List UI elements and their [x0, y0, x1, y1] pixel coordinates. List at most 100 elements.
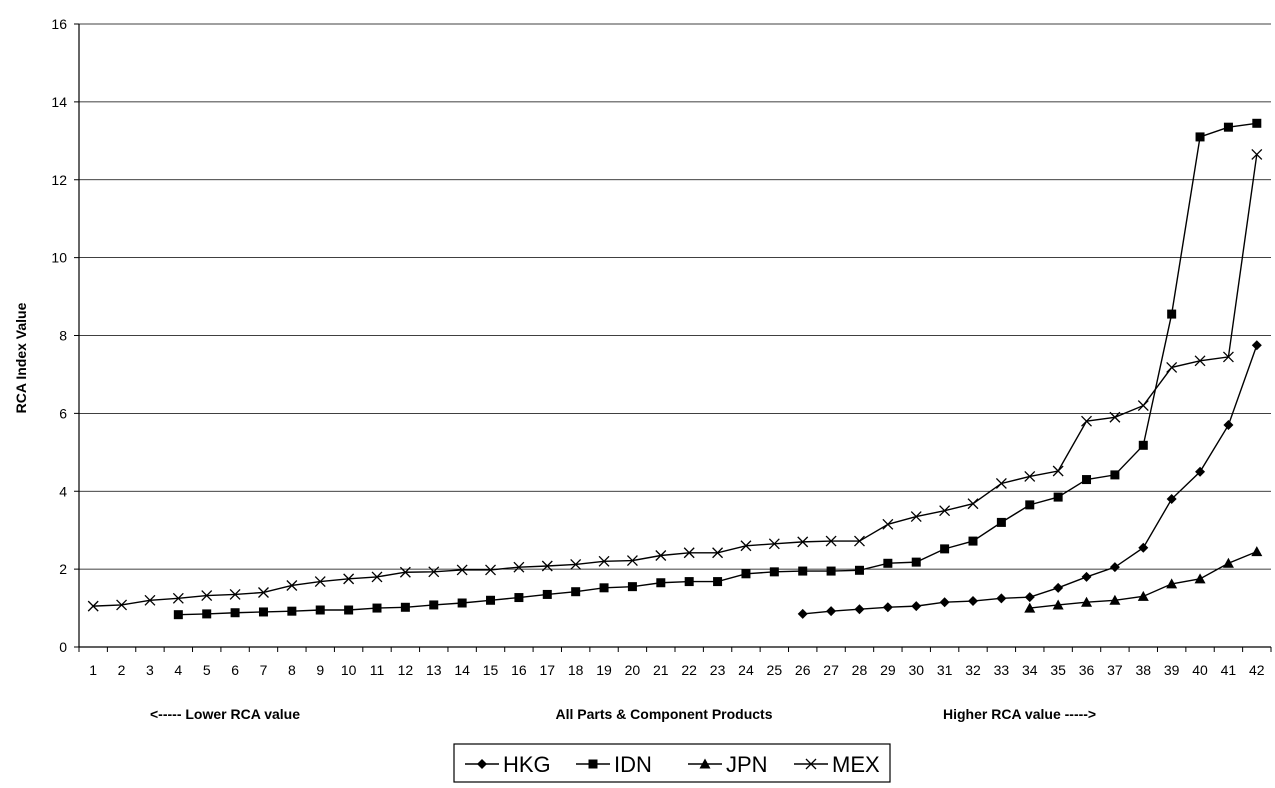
idn-point: [1053, 492, 1063, 502]
gridlines: [79, 23, 1271, 570]
idn-point: [713, 577, 723, 587]
x-tick-label: 29: [880, 662, 896, 678]
idn-point: [258, 607, 268, 617]
x-tick-label: 1: [89, 662, 97, 678]
x-tick-label: 17: [539, 662, 555, 678]
x-tick-label: 12: [398, 662, 414, 678]
idn-point: [1110, 470, 1120, 480]
idn-point: [514, 593, 524, 603]
x-tick-label: 34: [1022, 662, 1038, 678]
mex-point: [485, 564, 496, 576]
x-tick-label: 39: [1164, 662, 1180, 678]
idn-point: [571, 587, 581, 597]
mex-point: [825, 535, 837, 547]
mex-point: [1251, 148, 1263, 160]
mex-point: [87, 600, 99, 612]
x-tick-label: 7: [260, 662, 268, 678]
mex-point: [1222, 351, 1234, 363]
x-tick-label: 9: [316, 662, 324, 678]
x-tick-label: 15: [483, 662, 499, 678]
x-tick-label: 24: [738, 662, 754, 678]
x-tick-label: 41: [1221, 662, 1237, 678]
hkg-point: [1223, 420, 1234, 431]
idn-point: [202, 609, 212, 619]
idn-point: [230, 608, 240, 618]
mex-point: [1166, 361, 1178, 373]
idn-point: [911, 557, 921, 567]
x-tick-label: 42: [1249, 662, 1265, 678]
y-tick-label: 0: [59, 639, 67, 655]
legend-marker-triangle: [699, 758, 711, 769]
idn-point: [599, 583, 609, 593]
series-jpn: [1024, 546, 1263, 613]
y-tick-label: 2: [59, 561, 67, 577]
mex-point: [1081, 415, 1092, 427]
x-tick-label: 4: [174, 662, 182, 678]
hkg-point: [826, 606, 837, 617]
jpn-point: [1222, 557, 1234, 568]
x-tick-label: 31: [937, 662, 953, 678]
idn-point: [542, 589, 552, 599]
y-tick-labels: 0 2 4 6 8 10 12 14 16: [51, 16, 67, 655]
x-tick-label: 28: [852, 662, 868, 678]
idn-point: [854, 565, 864, 575]
mex-point: [144, 594, 156, 606]
idn-point: [627, 582, 637, 592]
y-tick-label: 16: [51, 16, 67, 32]
hkg-point: [882, 602, 893, 613]
x-tick-label: 19: [596, 662, 612, 678]
x-tick-label: 21: [653, 662, 669, 678]
mex-point: [1109, 411, 1121, 423]
x-tick-label: 16: [511, 662, 527, 678]
mex-point: [740, 540, 752, 552]
x-tick-label: 3: [146, 662, 154, 678]
mex-point: [939, 505, 951, 517]
mex-point: [570, 558, 582, 570]
y-tick-label: 12: [51, 172, 67, 188]
mex-point: [1137, 400, 1149, 412]
y-tick-label: 10: [51, 250, 67, 266]
mex-point: [371, 571, 383, 583]
x-tick-label: 26: [795, 662, 811, 678]
idn-point: [826, 566, 836, 576]
mex-point: [768, 538, 780, 550]
jpn-point: [1081, 596, 1093, 607]
idn-point: [968, 536, 978, 546]
x-tick-label: 14: [454, 662, 470, 678]
x-tick-label: 27: [823, 662, 839, 678]
mex-point: [655, 550, 667, 561]
y-axis-title: RCA Index Value: [13, 302, 29, 413]
x-tick-label: 33: [994, 662, 1010, 678]
x-tick-label: 18: [568, 662, 584, 678]
caption-lower-rca: <----- Lower RCA value: [150, 706, 300, 722]
idn-point: [1223, 122, 1233, 132]
idn-point: [173, 610, 183, 620]
jpn-point: [1251, 546, 1263, 557]
legend-box: [453, 743, 891, 783]
caption-all-parts: All Parts & Component Products: [555, 706, 772, 722]
idn-point: [769, 567, 779, 577]
jpn-point: [1194, 573, 1206, 584]
idn-point: [372, 603, 382, 613]
hkg-point: [854, 604, 865, 615]
mex-point: [201, 590, 213, 602]
idn-point: [684, 577, 694, 587]
legend-label-mex: MEX: [832, 752, 880, 777]
legend-marker-x: [805, 758, 817, 770]
legend-label-idn: IDN: [614, 752, 652, 777]
series-lines: [87, 118, 1263, 620]
x-tick-label: 38: [1135, 662, 1151, 678]
hkg-point: [1109, 562, 1120, 573]
series-mex: [87, 148, 1263, 612]
jpn-point: [1166, 578, 1178, 589]
mex-point: [910, 511, 922, 523]
idn-point: [996, 517, 1006, 527]
idn-point: [940, 544, 950, 554]
mex-point: [882, 518, 894, 530]
mex-point: [995, 478, 1007, 489]
idn-point: [883, 558, 893, 568]
y-tick-label: 4: [59, 483, 67, 499]
idn-point: [429, 600, 439, 610]
mex-point: [286, 580, 298, 591]
x-tick-label: 37: [1107, 662, 1123, 678]
